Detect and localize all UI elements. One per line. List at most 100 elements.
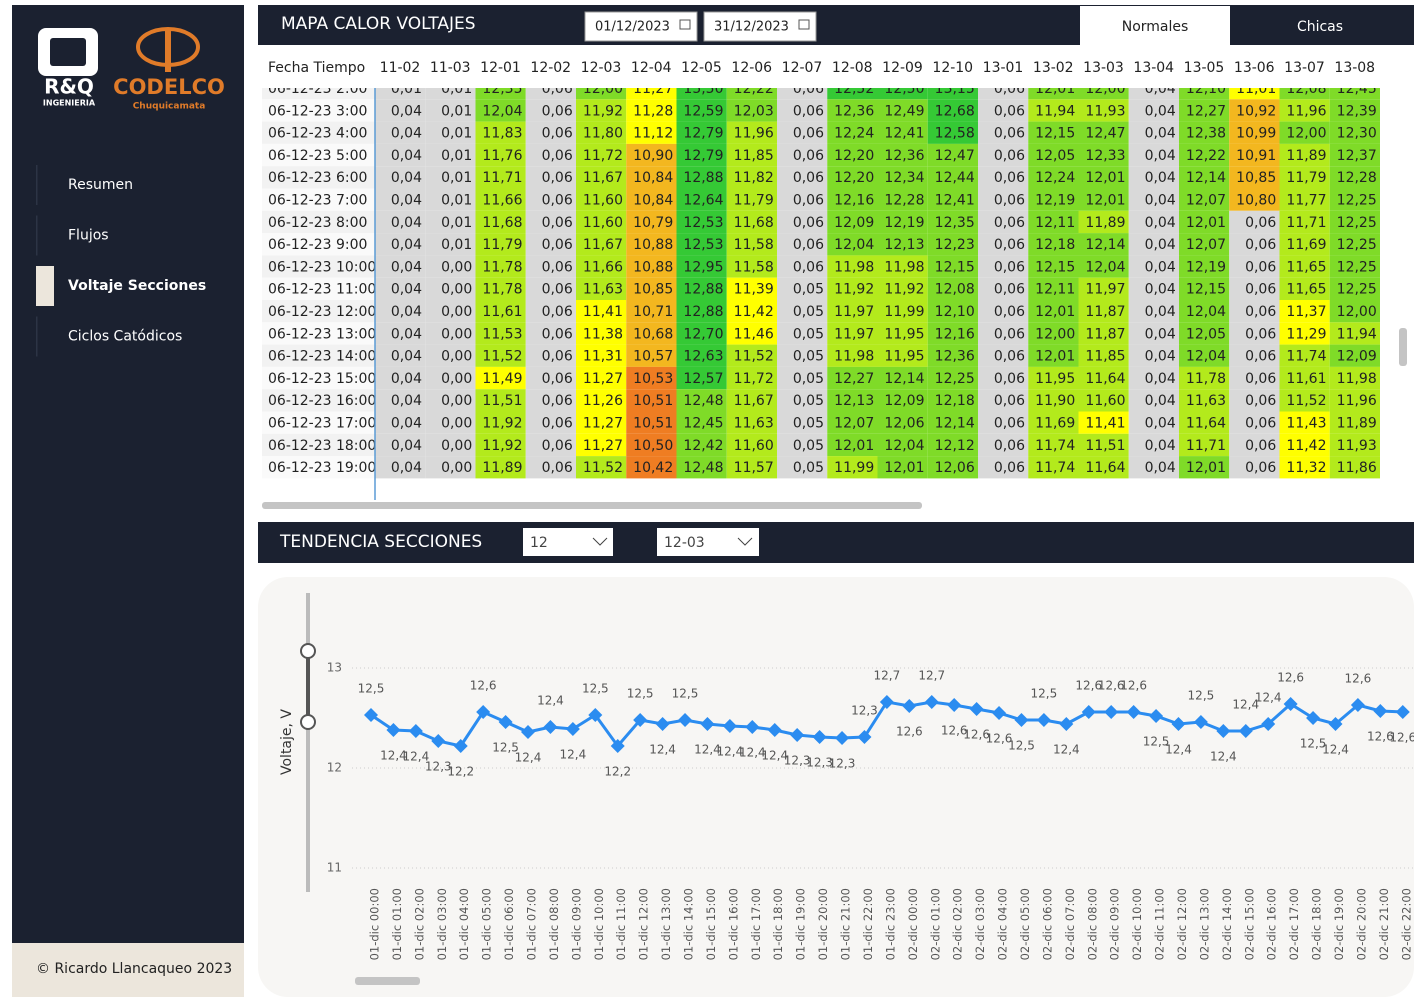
- heat-cell: [576, 99, 627, 122]
- heat-cell: [978, 344, 1029, 367]
- slider-handle[interactable]: [300, 714, 316, 730]
- heat-cell: [1128, 322, 1179, 345]
- heat-cell: [576, 411, 627, 434]
- heat-cell: [1329, 99, 1380, 122]
- cell-value: 0,05: [793, 326, 824, 342]
- heat-cell: [1028, 433, 1079, 457]
- x-tick-label: 02-dic 14:00: [1220, 888, 1234, 960]
- cell-value: 12,00: [1286, 126, 1326, 142]
- nav-item[interactable]: Flujos: [68, 228, 109, 244]
- nav-item[interactable]: Voltaje Secciones: [68, 278, 206, 294]
- heat-cell: [576, 210, 627, 234]
- marker: [857, 730, 872, 744]
- cell-value: 0,06: [793, 81, 824, 97]
- cell-value: 0,06: [793, 237, 824, 253]
- date-input[interactable]: [703, 11, 817, 42]
- cell-value: 0,06: [994, 438, 1025, 454]
- cell-value: 12,39: [1337, 103, 1377, 119]
- heat-cell: [525, 344, 576, 367]
- nav-item[interactable]: Resumen: [68, 177, 133, 193]
- cell-value: 12,23: [935, 237, 975, 253]
- heat-cell: [777, 300, 828, 323]
- heat-cell: [676, 389, 727, 412]
- date-input[interactable]: [584, 11, 698, 42]
- marker: [767, 723, 782, 737]
- cell-value: 12,09: [1337, 349, 1377, 365]
- cell-value: 10,53: [633, 371, 673, 387]
- heat-cell: [726, 233, 777, 256]
- cell-value: 11,58: [734, 259, 774, 275]
- cell-value: 0,06: [793, 215, 824, 231]
- marker: [1171, 717, 1186, 731]
- heat-cell: [425, 389, 476, 412]
- heat-cell: [1028, 88, 1079, 100]
- heat-cell: [1279, 277, 1330, 300]
- cell-value: 11,28: [633, 103, 673, 119]
- cell-value: 12,19: [1186, 259, 1226, 275]
- row-label-bg: [262, 166, 375, 189]
- cell-value: 0,04: [1145, 103, 1176, 119]
- heat-cell: [827, 456, 878, 479]
- scrollbar[interactable]: [1399, 328, 1407, 366]
- data-label: 12,4: [649, 743, 676, 757]
- scrollbar[interactable]: [262, 502, 922, 509]
- x-tick-label: 02-dic 08:00: [1085, 888, 1099, 960]
- cell-value: 0,04: [1145, 460, 1176, 476]
- heat-cell: [1179, 433, 1230, 457]
- tab-button[interactable]: [1080, 6, 1230, 45]
- heat-cell: [726, 188, 777, 211]
- heat-cell: [1128, 210, 1179, 234]
- heat-cell: [827, 233, 878, 256]
- data-label: 12,5: [1188, 689, 1215, 703]
- row-label: 06-12-23 9:00: [268, 237, 367, 253]
- cell-value: 12,19: [884, 215, 924, 231]
- heat-cell: [777, 166, 828, 189]
- cell-value: 10,84: [633, 170, 673, 186]
- heat-cell: [777, 88, 828, 100]
- heat-cell: [425, 166, 476, 189]
- logo-text: CODELCO: [113, 75, 225, 99]
- cell-value: 12,18: [935, 393, 975, 409]
- heat-cell: [525, 121, 576, 144]
- x-tick-label: 02-dic 16:00: [1265, 888, 1279, 960]
- heat-cell: [425, 210, 476, 234]
- cell-value: 12,28: [1337, 170, 1377, 186]
- cell-value: 0,06: [793, 170, 824, 186]
- cell-value: 12,11: [1035, 215, 1075, 231]
- heat-cell: [1179, 322, 1230, 345]
- cell-value: 11,65: [1286, 259, 1326, 275]
- heat-cell: [1179, 300, 1230, 323]
- heat-cell: [1128, 300, 1179, 323]
- heat-cell: [1229, 255, 1280, 278]
- data-label: 12,4: [515, 751, 542, 765]
- nav-item[interactable]: Ciclos Catódicos: [68, 329, 182, 345]
- heat-cell: [1128, 88, 1179, 100]
- cell-value: 11,42: [1286, 438, 1326, 454]
- data-label: 12,6: [1075, 679, 1102, 693]
- cell-value: 11,79: [734, 193, 774, 209]
- cell-value: 0,04: [1145, 126, 1176, 142]
- heat-cell: [1229, 344, 1280, 367]
- heat-cell: [827, 99, 878, 122]
- cell-value: 12,13: [884, 237, 924, 253]
- slider-handle[interactable]: [300, 643, 316, 659]
- heat-cell: [1329, 143, 1380, 167]
- row-label: 06-12-23 14:00: [268, 349, 376, 365]
- heat-cell: [1179, 188, 1230, 211]
- marker: [835, 731, 850, 745]
- row-label-bg: [262, 255, 375, 278]
- dropdown[interactable]: [523, 528, 613, 556]
- heat-cell: [375, 121, 426, 144]
- heat-cell: [1279, 233, 1330, 256]
- cell-value: 12,95: [683, 259, 723, 275]
- cell-value: 0,06: [793, 193, 824, 209]
- data-label: 12,6: [896, 725, 923, 739]
- cell-value: 0,04: [1145, 416, 1176, 432]
- heat-cell: [676, 411, 727, 434]
- scrollbar[interactable]: [355, 977, 420, 985]
- marker: [1395, 705, 1410, 719]
- cell-value: 0,04: [1145, 438, 1176, 454]
- cell-value: 12,04: [834, 237, 874, 253]
- heat-cell: [375, 433, 426, 457]
- x-tick-label: 02-dic 05:00: [1018, 888, 1032, 960]
